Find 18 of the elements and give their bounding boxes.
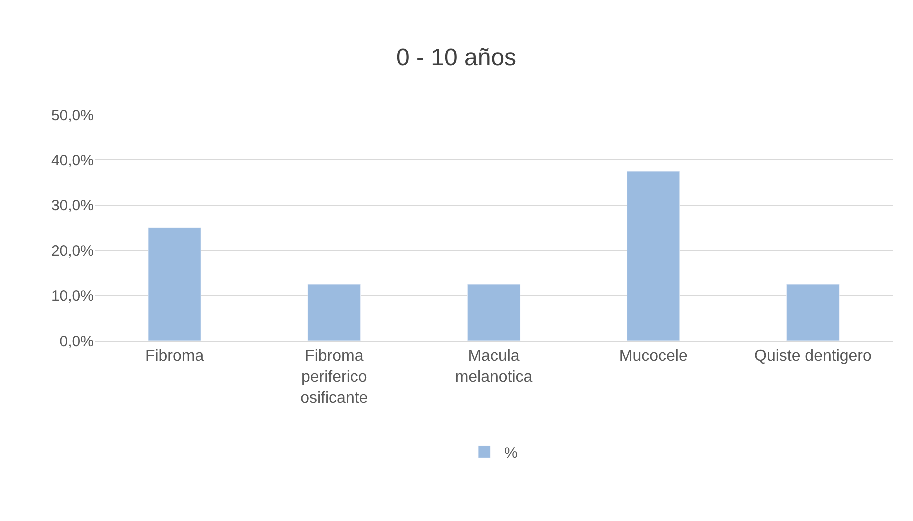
y-tick-label: 10,0% [51, 288, 94, 306]
x-tick-label: Fibroma [145, 348, 204, 366]
bar [627, 171, 680, 341]
bar [467, 284, 521, 341]
x-tick-label: Fibroma periferico osificante [300, 348, 368, 407]
x-tick-label: Quiste dentigero [754, 348, 872, 366]
y-tick-label: 40,0% [51, 152, 94, 170]
y-tick-label: 0,0% [60, 333, 94, 350]
bar [148, 228, 202, 341]
y-tick-label: 20,0% [51, 242, 94, 260]
y-tick-label: 30,0% [51, 198, 94, 215]
chart-title: 0 - 10 años [396, 44, 517, 72]
bar [786, 284, 840, 341]
y-tick-label: 50,0% [51, 107, 94, 124]
bar [308, 284, 361, 341]
legend-label: % [504, 445, 518, 462]
x-tick-label: Mucocele [619, 348, 688, 366]
x-tick-label: Macula melanotica [455, 348, 533, 386]
